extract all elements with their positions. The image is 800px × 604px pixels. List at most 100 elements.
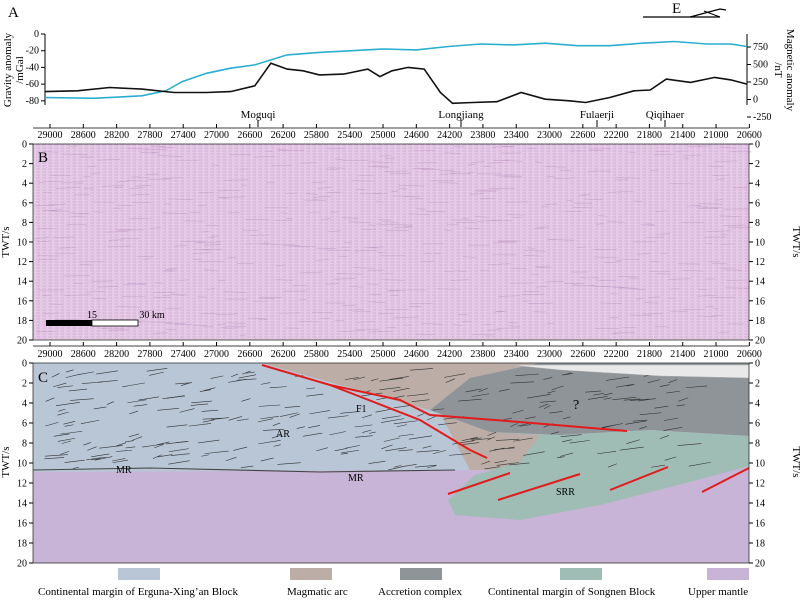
x-tick-label: 28600 <box>71 349 96 360</box>
legend-label: Accretion complex <box>378 586 462 598</box>
y-tick-label: 8 <box>22 218 27 229</box>
gravity-axis-title: Gravity anomaly/mGal <box>2 32 26 107</box>
y-tick-label: 12 <box>755 479 765 490</box>
gravity-tick-label: 0 <box>34 29 39 40</box>
panel-a-label: A <box>8 5 19 21</box>
y-tick-label: 12 <box>755 257 765 268</box>
x-tick-label: 29000 <box>38 349 63 360</box>
legend-label: Magmatic arc <box>287 586 348 598</box>
y-tick-label: 18 <box>755 539 765 550</box>
y-tick-label: 8 <box>755 439 760 450</box>
x-tick-label: 21400 <box>670 349 695 360</box>
direction-label: E <box>672 1 681 17</box>
y-tick-label: 6 <box>22 198 27 209</box>
label-unknown: ? <box>573 398 579 413</box>
magnetic-tick-label: 500 <box>753 60 768 71</box>
y-tick-label: 8 <box>755 218 760 229</box>
gravity-tick-label: -40 <box>26 62 39 73</box>
location-label: Moguqi <box>241 109 276 121</box>
legend-label: Continental margin of Songnen Block <box>488 586 656 598</box>
y-tick-label: 0 <box>22 359 27 370</box>
y-tick-label: 10 <box>755 238 765 249</box>
x-tick-label: 24200 <box>437 130 462 141</box>
x-tick-label: 24200 <box>437 349 462 360</box>
y-tick-label: 0 <box>22 140 27 151</box>
panel-b-axis-title-left: TWT/s <box>0 226 12 257</box>
x-tick-label: 26600 <box>237 130 262 141</box>
legend-swatch <box>400 568 442 580</box>
y-tick-label: 0 <box>755 359 760 370</box>
y-tick-label: 12 <box>17 479 27 490</box>
x-tick-label: 22200 <box>604 130 629 141</box>
label-srr: SRR <box>556 487 575 498</box>
location-label: Longjiang <box>438 109 484 121</box>
y-tick-label: 6 <box>755 198 760 209</box>
x-tick-label: 25000 <box>371 130 396 141</box>
x-tick-label: 26200 <box>271 349 296 360</box>
x-tick-label: 25400 <box>337 130 362 141</box>
y-tick-label: 2 <box>755 379 760 390</box>
y-tick-label: 2 <box>22 159 27 170</box>
x-tick-label: 21000 <box>704 130 729 141</box>
y-tick-label: 14 <box>755 499 765 510</box>
magnetic-axis-title: Magnetic anomaly/nT <box>772 29 796 112</box>
y-tick-label: 14 <box>17 277 27 288</box>
label-mr-right: MR <box>348 473 364 484</box>
y-tick-label: 12 <box>17 257 27 268</box>
x-tick-label: 22600 <box>570 130 595 141</box>
x-tick-label: 27000 <box>204 130 229 141</box>
x-tick-label: 23000 <box>537 130 562 141</box>
panel-c-label: C <box>38 370 48 386</box>
x-tick-label: 25800 <box>304 349 329 360</box>
panel-b-axis-title-right: TWT/s <box>790 226 800 257</box>
y-tick-label: 16 <box>755 296 765 307</box>
y-tick-label: 18 <box>755 316 765 327</box>
y-tick-label: 20 <box>755 559 765 570</box>
x-tick-label: 24600 <box>404 349 429 360</box>
x-tick-label: 27400 <box>171 349 196 360</box>
anomaly-series <box>45 42 747 104</box>
y-tick-label: 14 <box>755 277 765 288</box>
y-tick-label: 0 <box>755 140 760 151</box>
y-tick-label: 20 <box>17 559 27 570</box>
gravity-tick-label: -80 <box>26 96 39 107</box>
x-tick-label: 22200 <box>604 349 629 360</box>
x-tick-label: 23800 <box>470 349 495 360</box>
x-tick-label: 23800 <box>470 130 495 141</box>
panel-b-label: B <box>38 150 48 166</box>
x-tick-label: 28600 <box>71 130 96 141</box>
y-tick-label: 18 <box>17 316 27 327</box>
legend-swatch <box>290 568 332 580</box>
y-tick-label: 18 <box>17 539 27 550</box>
y-tick-label: 20 <box>755 336 765 347</box>
legend-swatch <box>707 568 749 580</box>
x-tick-label: 21800 <box>637 130 662 141</box>
y-tick-label: 4 <box>22 179 27 190</box>
location-label: Fulaerji <box>580 109 614 121</box>
panel-c-axis-title-right: TWT/s <box>790 446 800 477</box>
x-tick-label: 26600 <box>237 349 262 360</box>
y-tick-label: 16 <box>17 519 27 530</box>
magnetic-tick-label: 750 <box>753 42 768 53</box>
x-tick-label: 21000 <box>704 349 729 360</box>
location-label: Qiqihaer <box>646 109 685 121</box>
x-tick-label: 21800 <box>637 349 662 360</box>
x-tick-label: 21400 <box>670 130 695 141</box>
label-f1: F1 <box>356 404 367 415</box>
x-tick-label: 22600 <box>570 349 595 360</box>
x-tick-label: 27800 <box>137 130 162 141</box>
y-tick-label: 20 <box>17 336 27 347</box>
legend-label: Upper mantle <box>688 586 748 598</box>
y-tick-label: 2 <box>22 379 27 390</box>
y-tick-label: 4 <box>22 399 27 410</box>
x-tick-label: 25800 <box>304 130 329 141</box>
y-tick-label: 16 <box>17 296 27 307</box>
x-tick-label: 24600 <box>404 130 429 141</box>
y-tick-label: 6 <box>755 419 760 430</box>
